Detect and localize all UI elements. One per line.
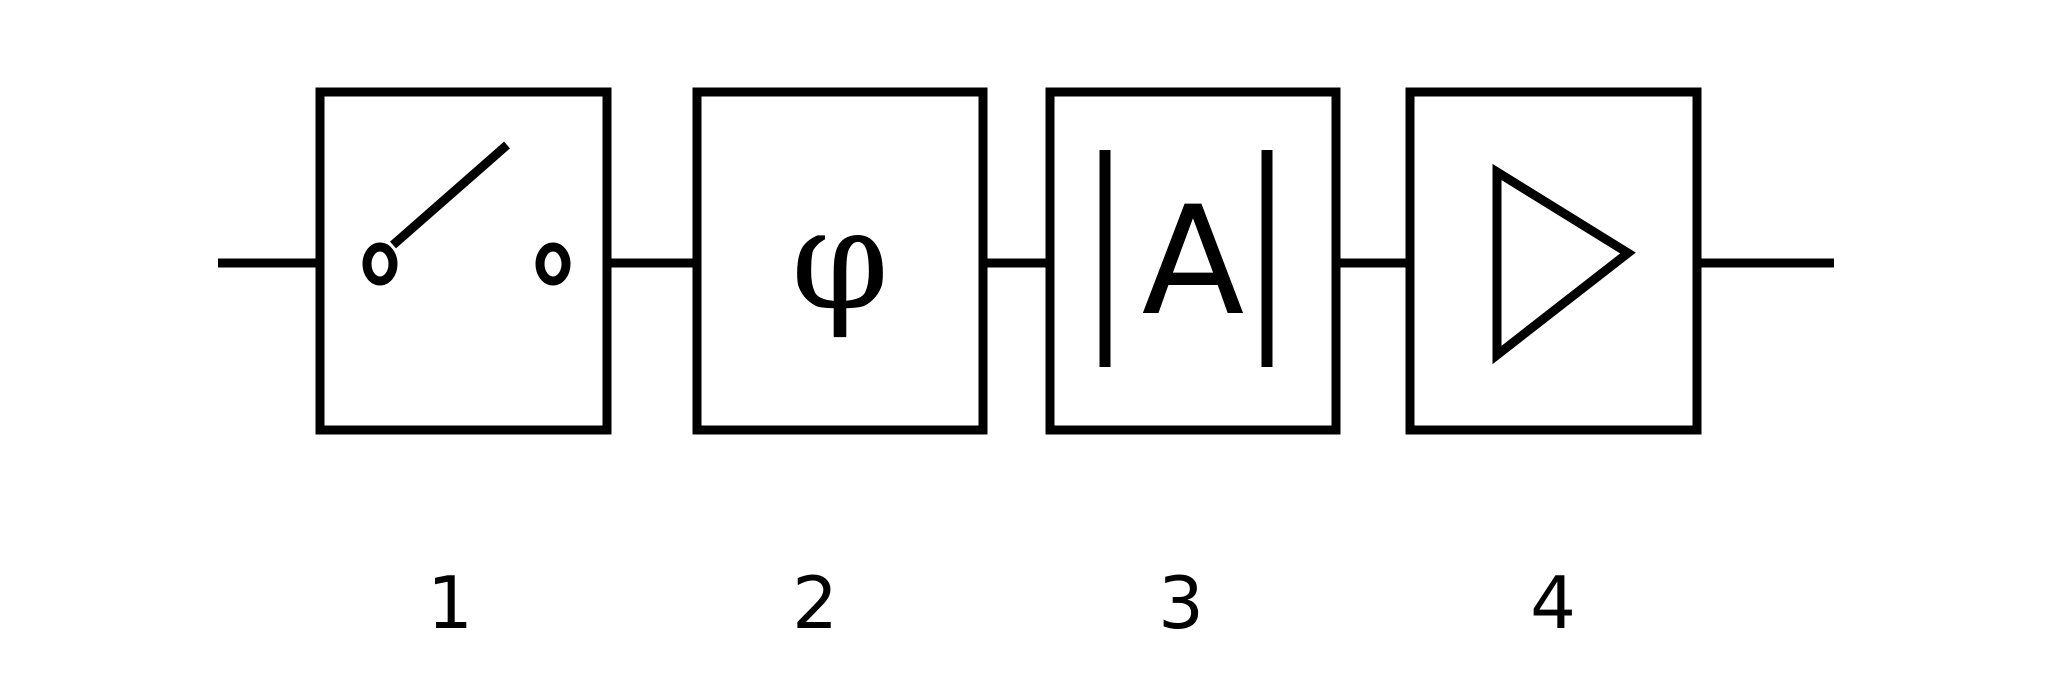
block-2-frame: [692, 87, 988, 435]
block-2-number: 2: [792, 561, 838, 645]
abs-symbol-letter: A: [1142, 175, 1245, 349]
block-4-number: 4: [1530, 561, 1576, 645]
block-3: A: [1045, 87, 1341, 435]
block-3-frame: [1045, 87, 1341, 435]
block-4-frame: [1405, 87, 1702, 435]
phi-symbol: φ: [791, 179, 889, 342]
block-1-number: 1: [427, 561, 473, 645]
block-numbers: 1 2 3 4: [427, 561, 1576, 645]
block-1: [315, 87, 612, 435]
block-4: [1405, 87, 1702, 435]
amplifier-triangle-icon: [1492, 163, 1636, 365]
block-3-number: 3: [1158, 561, 1204, 645]
block-2: φ: [692, 87, 988, 435]
switch-icon: [362, 141, 571, 286]
